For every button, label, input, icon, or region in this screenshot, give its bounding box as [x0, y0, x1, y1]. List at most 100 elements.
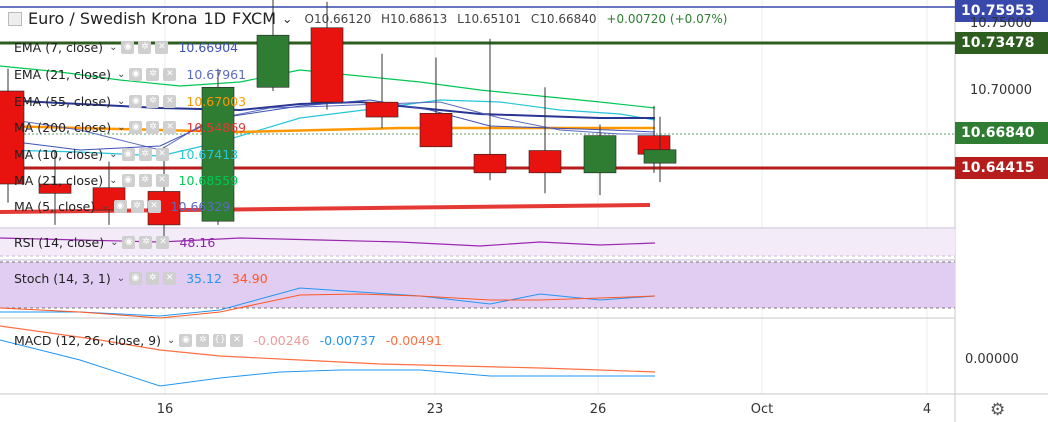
indicator-row[interactable]: MA (5, close) ⌄ ◉ ✲ ✕ 10.66329: [14, 199, 230, 214]
eye-icon[interactable]: ◉: [129, 95, 143, 108]
close-icon[interactable]: ✕: [163, 68, 177, 81]
gear-icon[interactable]: ⚙: [990, 400, 1006, 420]
candle: [201, 68, 235, 225]
axis-label-macd-zero: 0.00000: [965, 352, 1019, 367]
chevron-down-icon[interactable]: ⌄: [110, 237, 119, 248]
candle-body-down: [419, 113, 453, 148]
indicator-row[interactable]: MA (21, close) ⌄ ◉ ✲ ✕ 10.68559: [14, 173, 238, 188]
eye-icon[interactable]: ◉: [129, 121, 143, 134]
date-label-23: 23: [426, 402, 444, 417]
chart-header: Euro / Swedish Krona 1D FXCM ⌄ O10.66120…: [8, 9, 733, 28]
gear-icon[interactable]: ✲: [146, 121, 160, 134]
gear-icon[interactable]: ✲: [139, 236, 153, 249]
indicator-label: MA (10, close): [14, 147, 104, 162]
macd-signal-line: [0, 325, 656, 373]
close-icon[interactable]: ✕: [163, 95, 177, 108]
candle-body-down: [38, 183, 72, 194]
eye-icon[interactable]: ◉: [113, 200, 127, 213]
ohlc-readout: O10.66120 H10.68613 L10.65101 C10.66840 …: [305, 12, 734, 26]
rsi-label: RSI (14, close): [14, 235, 105, 250]
indicator-row[interactable]: MA (10, close) ⌄ ◉ ✲ ✕ 10.67413: [14, 147, 238, 162]
close-icon[interactable]: ✕: [156, 236, 170, 249]
candle-body-down: [365, 101, 399, 118]
gear-icon[interactable]: ✲: [130, 200, 144, 213]
gear-icon[interactable]: ✲: [196, 334, 210, 347]
date-label-26: 26: [589, 402, 607, 417]
gear-icon[interactable]: ✲: [146, 68, 160, 81]
gear-icon[interactable]: ✲: [138, 174, 152, 187]
macd-hist-value: -0.00246: [253, 333, 310, 348]
candle: [256, 0, 290, 91]
price-tag-upper: 10.75953: [955, 0, 1048, 22]
chevron-down-icon[interactable]: ⌄: [117, 96, 126, 107]
candle: [583, 124, 617, 196]
open-value: O10.66120: [304, 11, 372, 26]
candlesticks: [0, 0, 677, 237]
chevron-down-icon[interactable]: ⌄: [282, 11, 293, 26]
indicator-row[interactable]: EMA (21, close) ⌄ ◉ ✲ ✕ 10.67961: [14, 67, 246, 82]
indicator-row[interactable]: MA (200, close) ⌄ ◉ ✲ ✕ 10.54869: [14, 120, 246, 135]
price-tag-resistance: 10.73478: [955, 32, 1048, 54]
macd-signal-value: -0.00491: [385, 333, 442, 348]
indicator-value: 10.66329: [170, 199, 231, 214]
close-value: C10.66840: [530, 11, 597, 26]
indicator-label: MA (200, close): [14, 120, 112, 135]
indicator-label: EMA (55, close): [14, 94, 112, 109]
eye-icon[interactable]: ◉: [121, 174, 135, 187]
gear-icon[interactable]: ✲: [146, 272, 160, 285]
close-icon[interactable]: ✕: [163, 272, 177, 285]
close-icon[interactable]: ✕: [230, 334, 244, 347]
chevron-down-icon[interactable]: ⌄: [109, 149, 118, 160]
indicator-label: EMA (7, close): [14, 40, 104, 55]
gear-icon[interactable]: ✲: [138, 41, 152, 54]
indicator-value: 10.67003: [186, 94, 247, 109]
indicator-row[interactable]: EMA (7, close) ⌄ ◉ ✲ ✕ 10.66904: [14, 40, 238, 55]
high-value: H10.68613: [381, 11, 448, 26]
candle-body-up: [201, 86, 235, 222]
eye-icon[interactable]: ◉: [179, 334, 193, 347]
interval-label[interactable]: 1D: [203, 9, 227, 28]
rsi-line: [0, 237, 656, 247]
chevron-down-icon[interactable]: ⌄: [116, 273, 126, 284]
stoch-d-value: 34.90: [231, 271, 268, 286]
low-value: L10.65101: [457, 11, 522, 26]
ma-200-line: [0, 203, 651, 214]
date-label-oct: Oct: [750, 402, 774, 417]
gear-icon[interactable]: ✲: [146, 95, 160, 108]
gear-icon[interactable]: ✲: [138, 148, 152, 161]
stoch-label: Stoch (14, 3, 1): [14, 271, 111, 286]
chevron-down-icon[interactable]: ⌄: [117, 122, 126, 133]
chevron-down-icon[interactable]: ⌄: [117, 69, 126, 80]
indicator-label: MA (5, close): [14, 199, 96, 214]
macd-legend[interactable]: MACD (12, 26, close, 9) ⌄ ◉ ✲ {} ✕ -0.00…: [14, 333, 442, 348]
chevron-down-icon[interactable]: ⌄: [101, 201, 110, 212]
candle-body-down: [473, 153, 507, 174]
ema-55-line: [0, 124, 655, 134]
eye-icon[interactable]: ◉: [122, 236, 136, 249]
symbol-title[interactable]: Euro / Swedish Krona: [28, 9, 198, 28]
rsi-legend[interactable]: RSI (14, close) ⌄ ◉ ✲ ✕ 48.16: [14, 235, 215, 250]
close-icon[interactable]: ✕: [155, 148, 169, 161]
symbol-swatch[interactable]: [8, 11, 22, 26]
eye-icon[interactable]: ◉: [129, 272, 143, 285]
stoch-d-line: [0, 293, 656, 319]
candle: [147, 146, 181, 237]
close-icon[interactable]: ✕: [155, 41, 169, 54]
indicator-value: 10.54869: [186, 120, 247, 135]
candle: [473, 38, 507, 181]
eye-icon[interactable]: ◉: [121, 148, 135, 161]
macd-value: -0.00737: [319, 333, 376, 348]
chevron-down-icon[interactable]: ⌄: [109, 175, 118, 186]
braces-icon[interactable]: {}: [213, 334, 227, 347]
chevron-down-icon[interactable]: ⌄: [109, 42, 118, 53]
candle: [528, 87, 562, 194]
indicator-row[interactable]: EMA (55, close) ⌄ ◉ ✲ ✕ 10.67003: [14, 94, 246, 109]
eye-icon[interactable]: ◉: [129, 68, 143, 81]
candle-body-down: [528, 150, 562, 174]
close-icon[interactable]: ✕: [155, 174, 169, 187]
eye-icon[interactable]: ◉: [121, 41, 135, 54]
chevron-down-icon[interactable]: ⌄: [167, 335, 176, 346]
close-icon[interactable]: ✕: [147, 200, 161, 213]
stoch-legend[interactable]: Stoch (14, 3, 1) ⌄ ◉ ✲ ✕ 35.12 34.90: [14, 271, 268, 286]
close-icon[interactable]: ✕: [163, 121, 177, 134]
